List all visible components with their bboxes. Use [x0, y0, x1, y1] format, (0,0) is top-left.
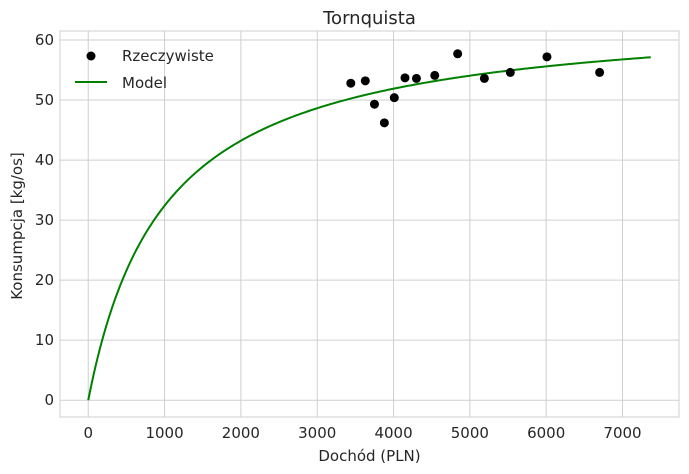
legend: Rzeczywiste Model [75, 47, 214, 92]
data-point [430, 70, 440, 80]
x-tick-label: 2000 [222, 424, 260, 442]
chart-title: Tornquista [322, 8, 416, 29]
y-tick-label: 50 [35, 91, 54, 109]
x-tick-label: 1000 [145, 424, 183, 442]
data-point [479, 73, 489, 83]
x-tick-label: 0 [83, 424, 93, 442]
data-point [400, 73, 410, 83]
x-tick-label: 5000 [451, 424, 489, 442]
data-point [542, 52, 552, 62]
y-tick-label: 60 [35, 31, 54, 49]
x-axis-ticks: 0 1000 2000 3000 4000 5000 6000 7000 [83, 424, 641, 442]
y-tick-label: 40 [35, 151, 54, 169]
model-series [87, 56, 651, 401]
x-tick-label: 6000 [527, 424, 565, 442]
data-point [369, 99, 379, 109]
data-point [389, 93, 399, 103]
data-point [346, 78, 356, 88]
plot-frame [59, 30, 680, 418]
x-tick-label: 7000 [603, 424, 641, 442]
data-point [453, 49, 463, 59]
y-tick-label: 20 [35, 271, 54, 289]
x-axis-label: Dochód (PLN) [318, 447, 420, 465]
data-point [360, 76, 370, 86]
y-tick-label: 30 [35, 211, 54, 229]
actual-series [346, 49, 605, 128]
y-axis-ticks: 0 10 20 30 40 50 60 [35, 31, 54, 409]
y-axis-label: Konsumpcja [kg/os] [8, 152, 26, 300]
legend-label-actual: Rzeczywiste [122, 47, 214, 65]
legend-label-model: Model [122, 74, 167, 92]
data-point [379, 118, 389, 128]
data-point [411, 73, 421, 83]
grid [60, 31, 679, 417]
data-point [595, 67, 605, 77]
x-tick-label: 4000 [374, 424, 412, 442]
y-tick-label: 0 [44, 391, 54, 409]
legend-marker-actual [86, 51, 96, 61]
data-point [505, 67, 515, 77]
y-tick-label: 10 [35, 331, 54, 349]
model-line [87, 56, 651, 401]
x-tick-label: 3000 [298, 424, 336, 442]
